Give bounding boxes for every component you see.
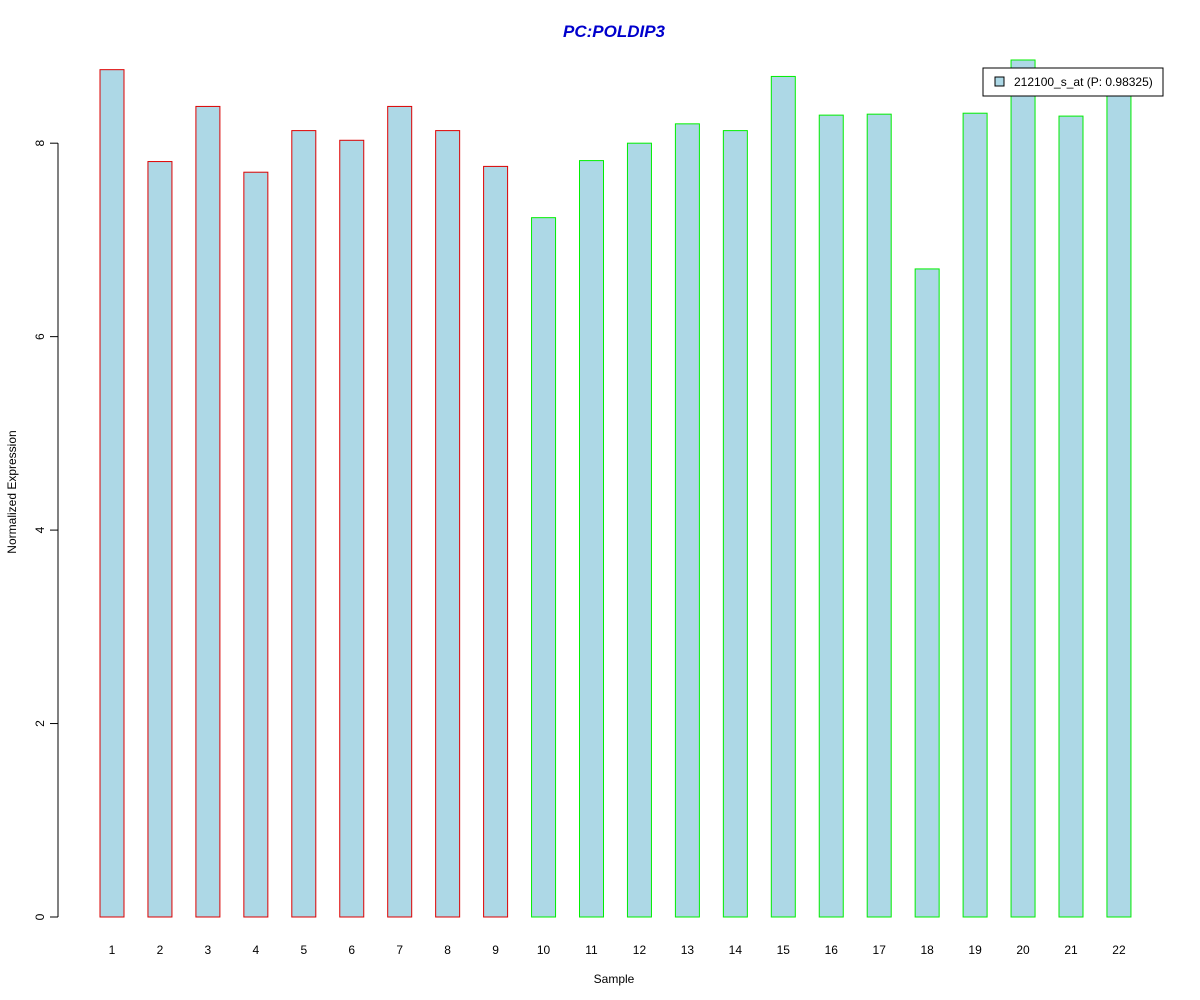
x-tick-label: 9: [492, 943, 499, 957]
legend-swatch: [994, 76, 1005, 87]
x-tick-labels: 1 2 3 4 5 6 7 8 9 10 11 12 13 14 15 16 17 18 19 20 21 22: [109, 943, 1126, 957]
x-tick-label: 5: [300, 943, 307, 957]
bar: [147, 161, 173, 918]
x-tick-label: 13: [681, 943, 695, 957]
x-tick-label: 7: [396, 943, 403, 957]
y-tick-label: 4: [33, 526, 47, 533]
x-tick-label: 17: [873, 943, 887, 957]
bar: [770, 75, 796, 918]
x-tick-label: 18: [920, 943, 934, 957]
bar: [243, 171, 269, 918]
y-tick-label: 0: [33, 913, 47, 920]
y-tick-label: 6: [33, 333, 47, 340]
y-axis-title: Normalized Expression: [5, 430, 19, 553]
bar: [626, 142, 652, 918]
bar: [914, 268, 940, 918]
x-tick-label: 10: [537, 943, 551, 957]
bar: [962, 112, 988, 918]
x-tick-label: 12: [633, 943, 647, 957]
x-tick-label: 6: [348, 943, 355, 957]
bar: [1010, 59, 1036, 918]
x-tick-label: 21: [1064, 943, 1078, 957]
bar: [195, 105, 221, 918]
bars: [99, 59, 1132, 918]
bar: [387, 105, 413, 918]
bar: [722, 130, 748, 918]
x-tick-label: 20: [1016, 943, 1030, 957]
bar: [579, 160, 604, 918]
bar: [483, 165, 509, 918]
bar: [674, 123, 700, 918]
x-tick-label: 4: [253, 943, 260, 957]
x-tick-label: 3: [205, 943, 212, 957]
bar: [531, 217, 557, 918]
x-tick-label: 14: [729, 943, 743, 957]
chart-title: PC:POLDIP3: [563, 22, 666, 41]
bar: [435, 130, 461, 918]
bar: [291, 130, 317, 918]
legend-box: [982, 67, 1164, 97]
x-tick-label: 16: [825, 943, 839, 957]
bar: [1058, 115, 1084, 918]
x-tick-label: 15: [777, 943, 791, 957]
y-tick-label: 2: [33, 720, 47, 727]
legend-label: 212100_s_at (P: 0.98325): [1014, 75, 1153, 89]
bar: [866, 113, 892, 918]
x-tick-label: 2: [157, 943, 164, 957]
x-tick-label: 1: [109, 943, 116, 957]
x-tick-label: 11: [585, 943, 598, 957]
bar: [339, 139, 365, 918]
x-tick-label: 22: [1112, 943, 1126, 957]
x-tick-label: 8: [444, 943, 451, 957]
bar: [1106, 84, 1132, 918]
bar: [818, 114, 844, 918]
y-tick-label: 8: [33, 140, 47, 147]
legend: 212100_s_at (P: 0.98325): [982, 67, 1164, 97]
bar: [99, 69, 125, 918]
x-tick-label: 19: [968, 943, 982, 957]
y-axis: 0 2 4 6 8: [33, 140, 59, 920]
x-axis-title: Sample: [594, 972, 635, 986]
